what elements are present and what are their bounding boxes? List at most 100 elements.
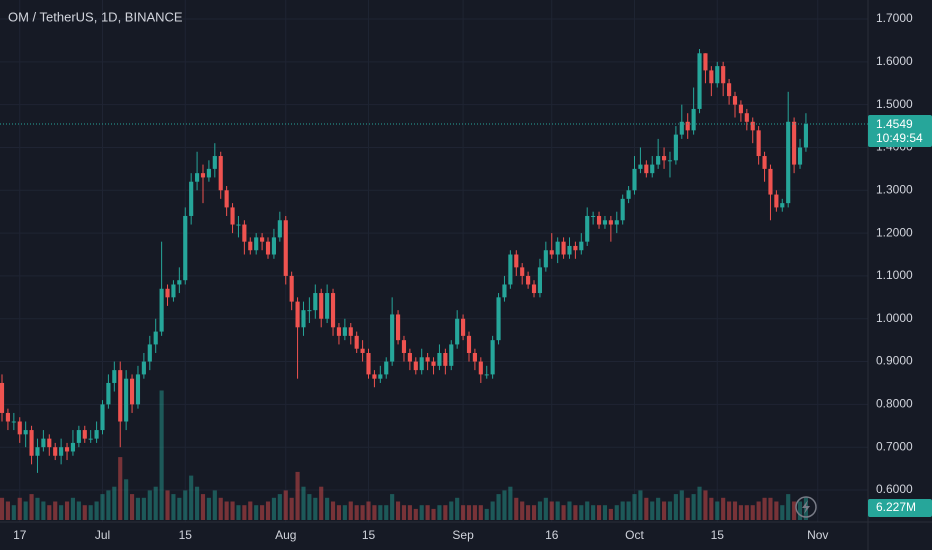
candle-body [419, 357, 424, 371]
volume-bar [744, 505, 749, 520]
candle-body [703, 53, 708, 71]
volume-bar [390, 494, 395, 520]
candle-body [135, 374, 141, 405]
volume-bar [366, 501, 371, 520]
volume-bar [59, 505, 64, 520]
volume-bar [443, 505, 448, 520]
y-tick-label: 0.7000 [876, 439, 913, 453]
candle-body [667, 160, 673, 162]
candle-body [466, 335, 472, 353]
y-tick-label: 1.2000 [876, 225, 913, 239]
volume-bar [585, 501, 590, 520]
candle-body [76, 430, 81, 443]
candle-body [218, 156, 223, 191]
candle-body [792, 121, 797, 165]
candle-body [537, 267, 542, 294]
volume-bar [325, 497, 330, 520]
candle-body [762, 156, 767, 169]
candle-body [17, 421, 22, 435]
volume-bar [177, 497, 182, 520]
candle-body [206, 168, 211, 178]
candle-body [514, 254, 519, 268]
candle-body [472, 352, 477, 362]
candle-body [372, 374, 377, 379]
candle-body [443, 352, 448, 366]
volume-bar [561, 505, 566, 520]
volume-bar [47, 505, 52, 520]
candle-body [526, 275, 531, 285]
candle-body [129, 378, 135, 405]
candle-body [330, 293, 336, 328]
candle-body [431, 361, 436, 366]
volume-bar [94, 501, 99, 520]
candle-body [366, 352, 371, 375]
candle-body [407, 352, 412, 362]
volume-bar [378, 505, 383, 520]
volume-bar [395, 501, 401, 520]
volume-bar [656, 497, 661, 520]
candle-body [738, 104, 743, 114]
candle-body [727, 83, 732, 97]
candle-body [608, 220, 613, 225]
volume-bar [41, 501, 46, 520]
volume-bar [260, 505, 265, 520]
volume-label-box [868, 498, 932, 517]
volume-bar [579, 505, 584, 520]
icon-bolt[interactable] [802, 500, 810, 514]
volume-bar [667, 501, 673, 520]
volume-bar [295, 471, 300, 520]
replay-icon[interactable] [795, 496, 817, 518]
volume-bar [112, 486, 117, 520]
candle-body [531, 284, 537, 294]
candle-body [721, 66, 726, 84]
volume-bar [147, 490, 152, 520]
volume-bar [573, 505, 578, 520]
volume-bar [792, 501, 797, 520]
y-tick-label: 0.8000 [876, 397, 913, 411]
volume-bar [195, 486, 200, 520]
volume-bar [413, 508, 418, 520]
volume-bar [472, 505, 477, 520]
candle-body [153, 331, 158, 345]
candle-body [212, 156, 217, 169]
volume-bar [212, 490, 217, 520]
candle-body [567, 245, 572, 255]
candle-body [478, 361, 483, 375]
volume-bar [277, 494, 282, 520]
candle-body [620, 198, 625, 221]
candle-body [289, 275, 294, 302]
icon-circle[interactable] [795, 496, 817, 518]
volume-bar [283, 490, 288, 520]
volume-bar [301, 486, 306, 520]
candle-body [780, 203, 785, 208]
candle-body [585, 215, 590, 242]
x-tick-label: 15 [179, 528, 193, 542]
x-tick-label: Jul [95, 528, 110, 542]
candle-body [520, 267, 525, 276]
volume-bar [614, 505, 619, 520]
candle-body [555, 241, 560, 255]
volume-bar [602, 505, 608, 520]
candles [0, 48, 809, 473]
x-tick-label: Nov [807, 528, 828, 542]
volume-bar [697, 486, 702, 520]
volume-bar [425, 505, 430, 520]
candle-body [691, 108, 696, 131]
candle-body [401, 340, 407, 353]
volume-bar [419, 505, 424, 520]
y-tick-label: 0.6000 [876, 482, 913, 496]
volume-bar [0, 497, 5, 520]
candle-body [378, 374, 383, 379]
volume-bar [786, 494, 791, 520]
candle-body [650, 164, 655, 174]
candle-body [484, 374, 489, 376]
volume-bar [70, 497, 76, 520]
volume-bar [596, 505, 602, 520]
candle-body [786, 121, 791, 204]
candle-body [106, 382, 111, 405]
volume-bar [124, 479, 129, 520]
volume-bar [206, 497, 211, 520]
volume-bar [502, 490, 507, 520]
